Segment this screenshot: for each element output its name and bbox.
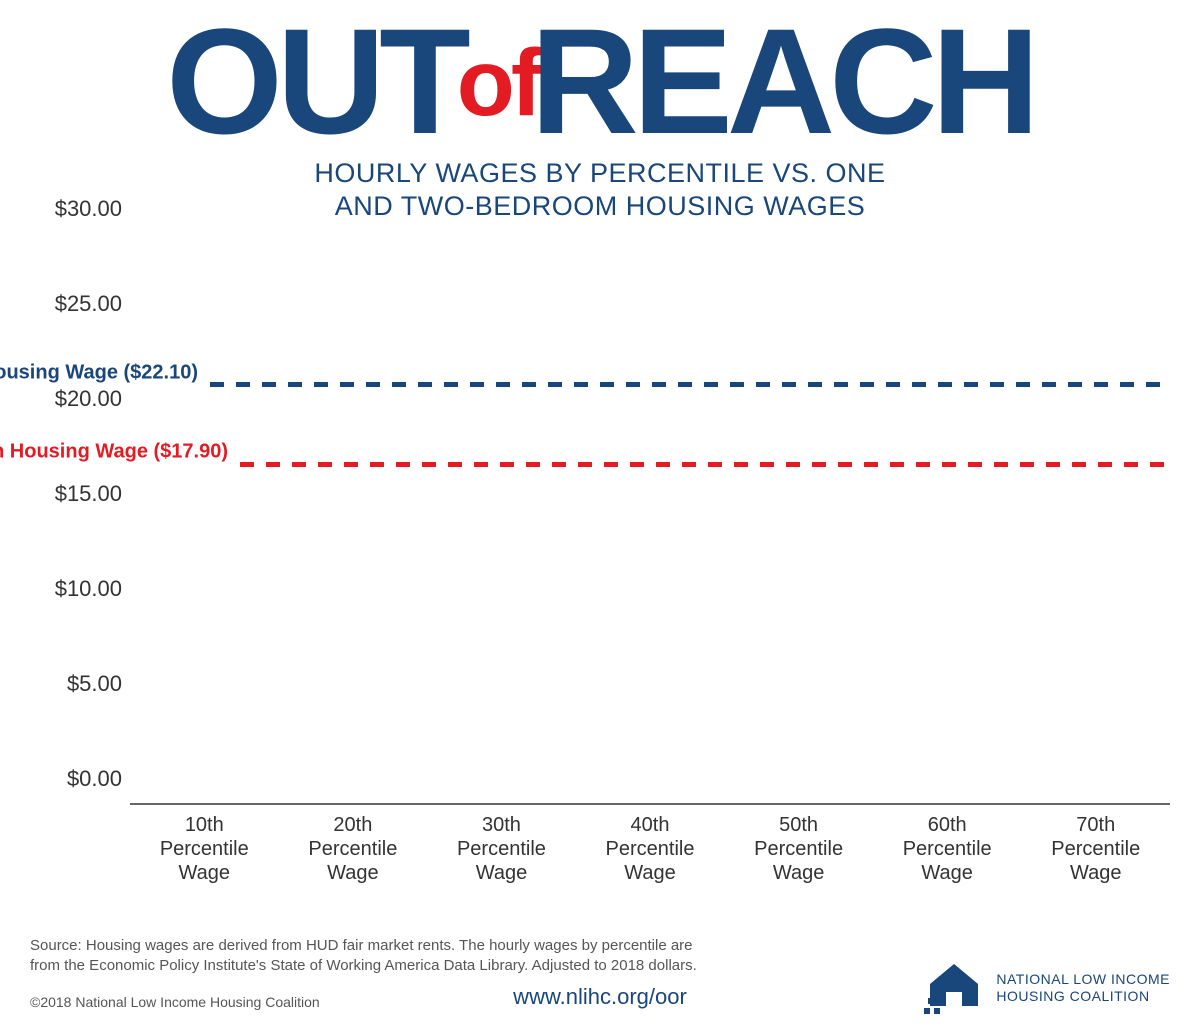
org-name-line-2: HOUSING COALITION [996,988,1149,1004]
bars-container: $10.07$11.60$13.68$15.83$18.60$22.12$26.… [130,235,1170,803]
y-tick-label: $25.00 [55,291,122,317]
x-tick-label: 50thPercentileWage [736,813,861,885]
subtitle-line-2: AND TWO-BEDROOM HOUSING WAGES [335,191,866,221]
y-axis: $0.00$5.00$10.00$15.00$20.00$25.00$30.00 [30,235,130,805]
org-name-line-1: NATIONAL LOW INCOME [996,971,1170,987]
y-tick-label: $15.00 [55,481,122,507]
x-axis-labels: 10thPercentileWage 20thPercentileWage 30th… [130,805,1170,885]
title-word-reach: REACH [530,0,1033,165]
title-word-of: of [457,30,539,136]
org-name: NATIONAL LOW INCOME HOUSING COALITION [996,971,1170,1005]
x-tick-label: 30thPercentileWage [439,813,564,885]
y-tick-label: $0.00 [67,766,122,792]
house-icon [924,962,984,1014]
subtitle: HOURLY WAGES BY PERCENTILE VS. ONE AND T… [30,157,1170,225]
reference-line-label: One-Bedroom Housing Wage ($17.90) [0,441,240,464]
url-text: www.nlihc.org/oor [513,984,687,1010]
y-tick-label: $10.00 [55,576,122,602]
reference-line-label: Two-Bedroom Housing Wage ($22.10) [0,361,210,384]
x-tick-label: 60thPercentileWage [885,813,1010,885]
bar-chart: $0.00$5.00$10.00$15.00$20.00$25.00$30.00… [30,235,1170,885]
y-tick-label: $5.00 [67,671,122,697]
main-title: OUTofREACH [30,10,1170,153]
y-tick-label: $30.00 [55,196,122,222]
x-tick-label: 10thPercentileWage [142,813,267,885]
footer: Source: Housing wages are derived from H… [30,936,1170,1011]
y-tick-label: $20.00 [55,386,122,412]
x-tick-label: 20thPercentileWage [291,813,416,885]
subtitle-line-1: HOURLY WAGES BY PERCENTILE VS. ONE [314,158,885,188]
plot-area: $10.07$11.60$13.68$15.83$18.60$22.12$26.… [130,235,1170,805]
header: OUTofREACH HOURLY WAGES BY PERCENTILE VS… [30,10,1170,224]
x-tick-label: 70thPercentileWage [1033,813,1158,885]
source-text: Source: Housing wages are derived from H… [30,936,710,977]
x-tick-label: 40thPercentileWage [588,813,713,885]
org-logo: NATIONAL LOW INCOME HOUSING COALITION [924,962,1170,1014]
title-word-out: OUT [166,0,465,165]
